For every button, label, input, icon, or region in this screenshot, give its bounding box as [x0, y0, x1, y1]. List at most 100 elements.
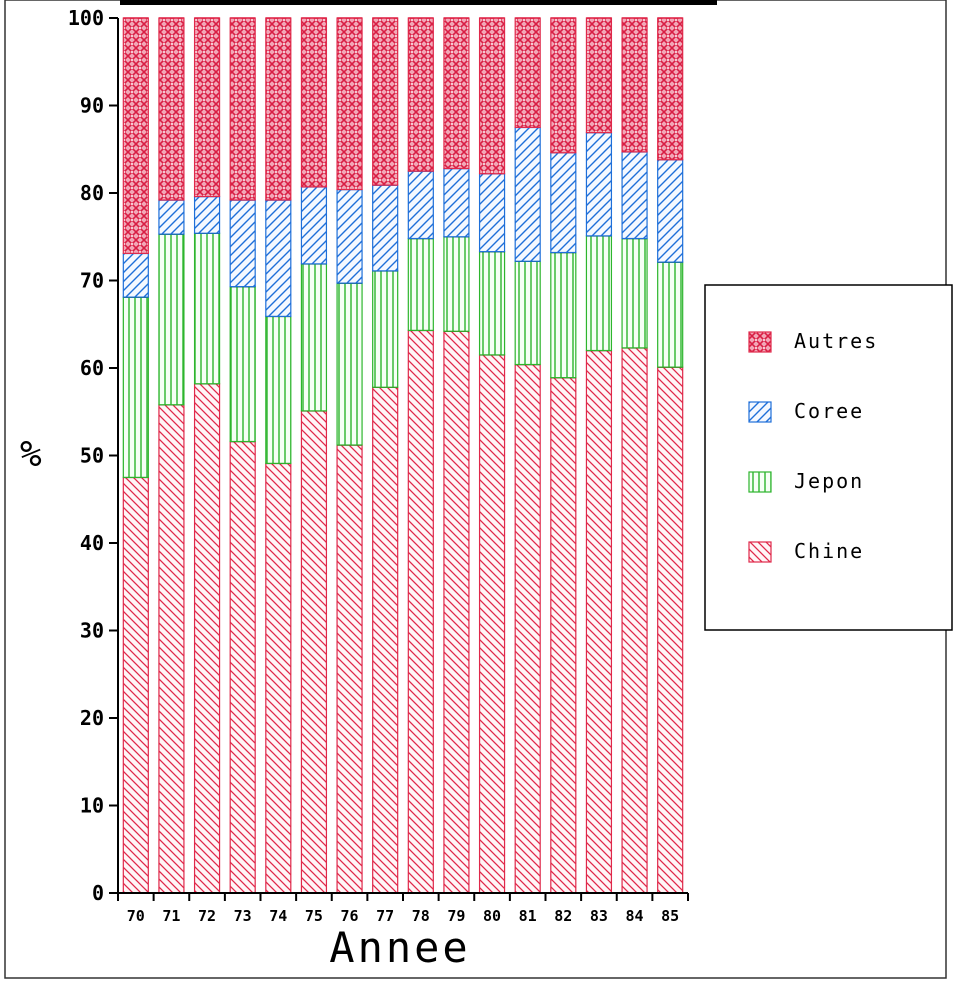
bar-segment-autres-80: [478, 17, 506, 175]
bar-segment-autres-78: [407, 17, 434, 172]
x-tick-label-83: 83: [590, 907, 608, 925]
y-axis-label: %: [20, 434, 42, 475]
bar-segment-autres-74: [265, 17, 292, 201]
bar-segment-autres-82: [550, 17, 577, 154]
bar-segment-coree-71: [158, 199, 185, 235]
bar-segment-coree-76: [336, 188, 363, 284]
bar-segment-autres-76: [336, 17, 363, 191]
y-tick-label-100: 100: [68, 6, 104, 30]
bar-segment-autres-72: [193, 17, 221, 198]
bar-segment-chine-72: [193, 383, 221, 894]
bar-segment-jepon-70: [122, 296, 149, 478]
bar-segment-coree-74: [265, 199, 292, 317]
legend-swatch-autres: [748, 331, 772, 353]
bar-segment-autres-79: [443, 17, 470, 170]
x-axis-label: Annee: [329, 923, 470, 972]
bar-segment-chine-71: [158, 404, 185, 894]
legend-swatch-coree: [748, 401, 772, 423]
bar-segment-chine-74: [265, 462, 292, 894]
bar-segment-coree-72: [193, 195, 221, 234]
bar-segment-chine-81: [514, 363, 541, 894]
bar-segment-chine-78: [407, 329, 434, 894]
x-tick-label-77: 77: [376, 907, 394, 925]
legend-label-coree: Coree: [794, 399, 864, 423]
y-tick-label-70: 70: [80, 269, 104, 293]
x-tick-label-81: 81: [519, 907, 537, 925]
bar-segment-jepon-78: [407, 237, 434, 331]
x-tick-label-84: 84: [626, 907, 644, 925]
x-tick-label-76: 76: [341, 907, 359, 925]
legend-swatch-jepon: [748, 471, 772, 493]
bar-segment-jepon-75: [300, 263, 328, 412]
bar-segment-coree-73: [229, 199, 256, 288]
bar-segment-jepon-84: [621, 237, 648, 349]
y-tick-label-30: 30: [80, 619, 104, 643]
y-tick-label-10: 10: [80, 794, 104, 818]
bar-segment-chine-83: [585, 349, 613, 894]
bar-segment-coree-84: [621, 151, 648, 240]
legend-label-jepon: Jepon: [794, 469, 864, 493]
bar-segment-coree-77: [372, 184, 399, 272]
bar-segment-autres-71: [158, 17, 185, 201]
bar-segment-coree-80: [478, 173, 506, 253]
x-tick-label-80: 80: [483, 907, 501, 925]
bar-segment-jepon-73: [229, 286, 256, 443]
bar-segment-chine-84: [621, 347, 648, 894]
y-tick-label-0: 0: [92, 881, 104, 905]
y-tick-label-40: 40: [80, 531, 104, 555]
bar-segment-chine-79: [443, 330, 470, 894]
bar-segment-jepon-79: [443, 236, 470, 332]
x-tick-label-78: 78: [412, 907, 430, 925]
bar-segment-coree-78: [407, 170, 434, 240]
bars-layer: [122, 17, 684, 894]
bar-segment-autres-75: [300, 17, 328, 188]
bar-segment-autres-70: [122, 17, 149, 254]
bar-segment-autres-84: [621, 17, 648, 153]
legend-label-autres: Autres: [794, 329, 878, 353]
bar-segment-autres-81: [514, 17, 541, 128]
bar-segment-jepon-77: [372, 270, 399, 388]
bar-segment-jepon-82: [550, 251, 577, 379]
y-tick-label-50: 50: [80, 444, 104, 468]
bar-segment-chine-85: [657, 366, 684, 894]
bar-segment-coree-70: [122, 252, 149, 298]
legend: Autres Coree Jepon Chine: [704, 284, 953, 631]
bar-segment-chine-77: [372, 386, 399, 894]
x-tick-label-74: 74: [269, 907, 287, 925]
bar-segment-coree-75: [300, 186, 328, 265]
bar-segment-autres-77: [372, 17, 399, 186]
y-tick-label-80: 80: [80, 181, 104, 205]
bar-segment-autres-83: [585, 17, 613, 134]
x-tick-label-71: 71: [162, 907, 180, 925]
bar-segment-coree-82: [550, 152, 577, 254]
bar-segment-jepon-81: [514, 260, 541, 366]
x-tick-label-72: 72: [198, 907, 216, 925]
bar-segment-autres-85: [657, 17, 684, 161]
bar-segment-jepon-76: [336, 282, 363, 446]
legend-swatch-chine: [748, 541, 772, 563]
bar-segment-jepon-83: [585, 235, 613, 352]
bar-segment-jepon-85: [657, 261, 684, 368]
bar-segment-jepon-80: [478, 251, 506, 356]
bar-segment-jepon-72: [193, 232, 221, 385]
bar-segment-chine-76: [336, 444, 363, 894]
bar-segment-chine-73: [229, 440, 256, 894]
bar-segment-autres-73: [229, 17, 256, 201]
x-tick-label-73: 73: [234, 907, 252, 925]
bar-segment-chine-75: [300, 410, 328, 894]
bar-segment-jepon-74: [265, 315, 292, 464]
bar-segment-coree-79: [443, 167, 470, 238]
bar-segment-jepon-71: [158, 233, 185, 406]
bar-segment-chine-80: [478, 354, 506, 894]
x-tick-label-79: 79: [447, 907, 465, 925]
bar-segment-chine-70: [122, 476, 149, 894]
y-tick-label-20: 20: [80, 706, 104, 730]
bar-segment-chine-82: [550, 377, 577, 894]
bar-segment-coree-85: [657, 159, 684, 263]
x-tick-label-82: 82: [554, 907, 572, 925]
x-tick-label-70: 70: [127, 907, 145, 925]
bar-segment-coree-83: [585, 132, 613, 237]
y-tick-label-90: 90: [80, 94, 104, 118]
x-tick-label-75: 75: [305, 907, 323, 925]
